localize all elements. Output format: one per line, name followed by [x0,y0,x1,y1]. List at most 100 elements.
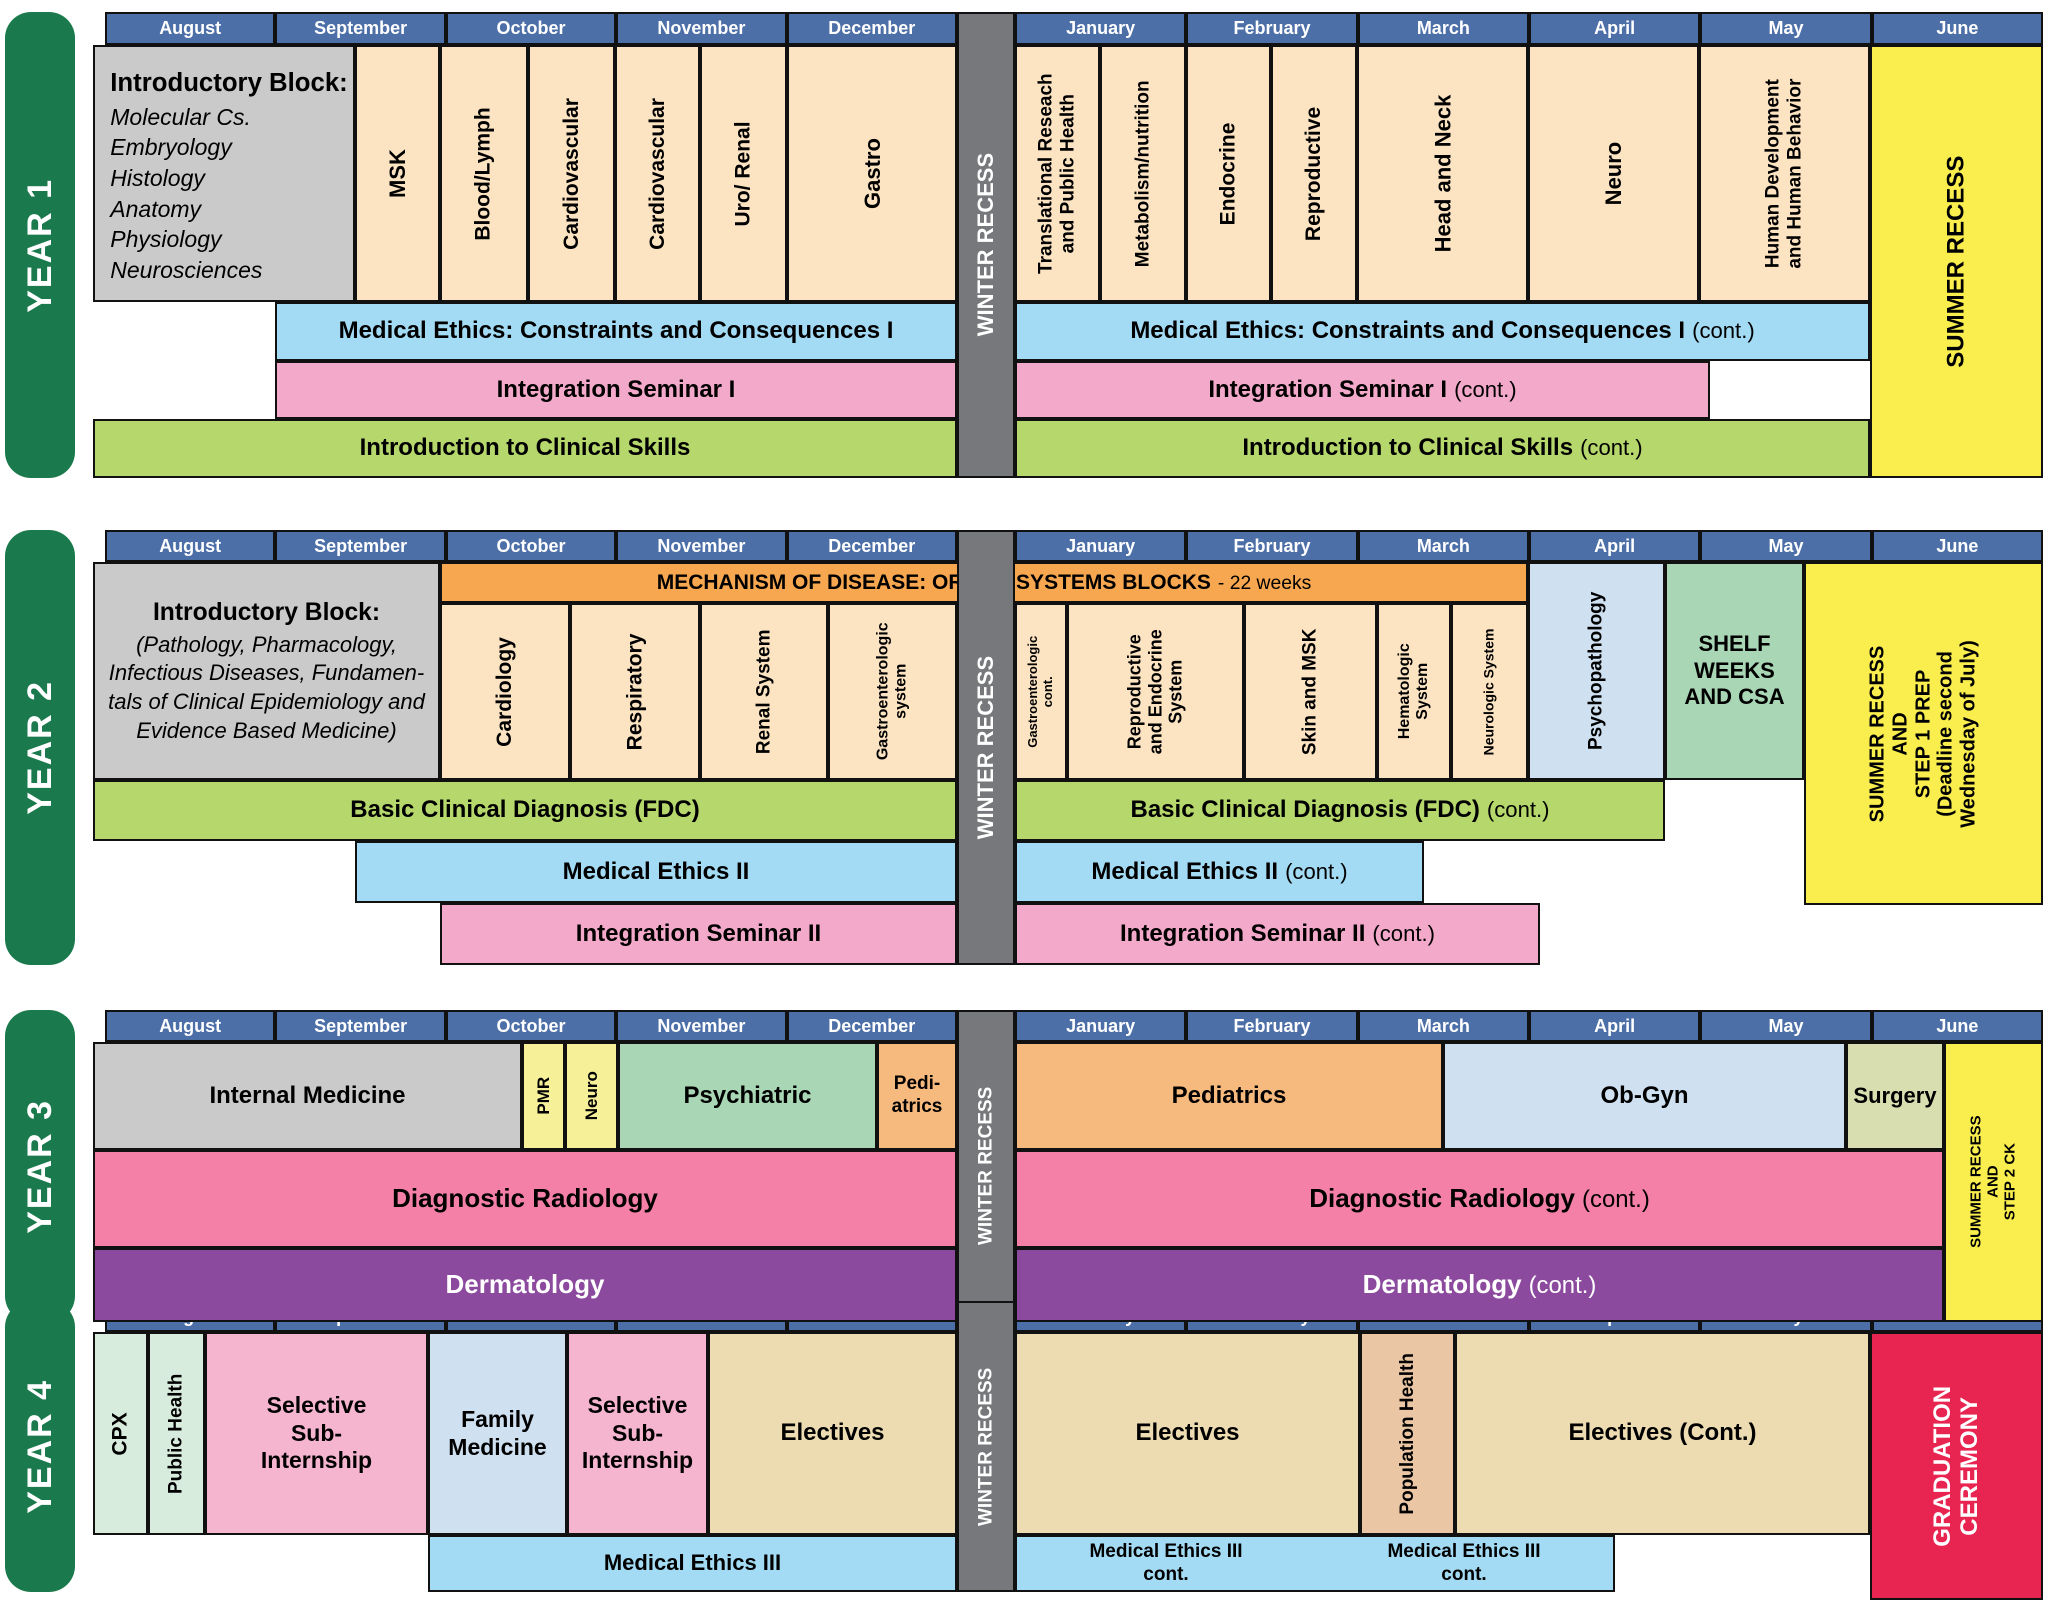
block-electives-dec: Electives [708,1332,957,1535]
month-header-october: October [445,1010,617,1042]
month-header-october: October [445,530,617,562]
label-line: Blood/Lymph [472,106,496,241]
label-line: Gastroenterologic [1025,635,1041,748]
block-electives-jan: Electives [1015,1332,1360,1535]
label-suffix: - 22 weeks [1217,572,1312,594]
label-line: Selective [587,1392,688,1419]
label-suffix: (cont.) [1454,376,1517,402]
label-line: Head and Neck [1429,94,1455,253]
month-label: January [1066,535,1136,556]
bar-integration-seminar-2-cont: Integration Seminar II (cont.) [1015,903,1540,965]
label-line: Sub- [290,1419,343,1446]
month-label: February [1233,535,1311,556]
bar-medical-ethics-2-cont: Medical Ethics II (cont.) [1015,841,1424,903]
label-line: Infectious Diseases, Fundamen- [108,660,425,686]
label-suffix: (cont.) [1372,920,1435,946]
month-header-november: November [616,12,787,45]
month-header-february: February [1186,530,1358,562]
label-line: Respiratory [623,633,647,750]
bar-basic-clinical-diagnosis: Basic Clinical Diagnosis (FDC) [93,780,957,841]
month-label: May [1768,535,1804,556]
label-line: Metabolism/nutrition [1132,80,1154,267]
label-line: Reproductive [1124,633,1145,750]
label-line: Molecular Cs. [110,103,251,130]
label-line: Basic Clinical Diagnosis (FDC) [1130,796,1480,824]
label-line: Pedi- [893,1073,941,1095]
block-neuro-clerkship: Neuro [565,1042,618,1150]
label-line: tals of Clinical Epidemiology and [108,689,425,715]
label-line: Introduction to Clinical Skills [1242,434,1574,462]
label-line: SUMMER RECESS [1967,1115,1985,1249]
label-line: MECHANISM OF DISEASE: ORGAN SYSTEMS BLOC… [656,570,1211,594]
label-line: SUMMER RECESS [1866,645,1889,822]
intro-block-title: Introductory Block: [110,68,348,97]
block-ob-gyn: Ob-Gyn [1443,1042,1846,1150]
year-pill-label: YEAR 4 [20,1379,59,1514]
block-surgery: Surgery [1846,1042,1944,1150]
label-line: Internship [260,1447,373,1474]
block-gastro: Gastro [787,45,957,302]
introductory-block-year2: Introductory Block: (Pathology, Pharmacol… [93,562,440,780]
block-selective-sub-internship-1: Selective Sub- Internship [205,1332,428,1535]
month-header-august: August [105,12,276,45]
month-label: August [159,1015,222,1036]
year-2-pill: YEAR 2 [5,530,75,965]
label-line: SUMMER RECESS [1942,155,1970,368]
year-pill-label: YEAR 2 [20,680,59,815]
block-selective-sub-internship-2: Selective Sub- Internship [567,1332,708,1535]
bar-dermatology: Dermatology [93,1248,957,1322]
label-line: Dermatology [1362,1269,1522,1300]
month-label: October [496,1015,566,1036]
label-line: Neurologic System [1480,628,1497,755]
block-translational-research-public-health: Translational Reseach and Public Health [1015,45,1100,302]
label-line: Cardiovascular [645,97,669,250]
label-suffix: (cont.) [1582,1186,1650,1214]
label-line: SHELF [1698,631,1771,657]
block-respiratory: Respiratory [570,603,700,780]
month-header-august: August [105,530,276,562]
block-uro-renal: Uro/ Renal [700,45,787,302]
label-line: Neuro [1600,141,1626,206]
month-header-september: September [275,12,446,45]
label-line: Medicine [448,1433,547,1460]
label-line: AND [1889,711,1912,756]
block-public-health: Public Health [148,1332,205,1535]
year-pill-label: YEAR 1 [20,177,59,313]
label-line: and Endocrine [1145,628,1166,754]
label-line: Cardiology [493,636,517,747]
bar-intro-clinical-skills-cont: Introduction to Clinical Skills (cont.) [1015,419,1870,478]
block-internal-medicine: Internal Medicine [93,1042,522,1150]
bar-medical-ethics-2: Medical Ethics II [355,841,957,903]
block-cpx: CPX [93,1332,148,1535]
label-line: Medical Ethics III [1387,1540,1541,1562]
month-label: October [496,535,566,556]
label-line: Translational Reseach [1035,73,1057,274]
label-line: Ob-Gyn [1600,1081,1689,1109]
label-line: Gastroenterologic [874,622,892,761]
block-psychiatric: Psychiatric [618,1042,877,1150]
label-line: Human Development [1762,79,1784,268]
month-label: November [657,1015,746,1036]
label-line: and Human Behavior [1784,78,1806,269]
month-header-january: January [1015,530,1187,562]
month-label: April [1594,535,1636,556]
label-line: CPX [108,1411,132,1456]
month-header-august: August [105,1010,276,1042]
label-line: Diagnostic Radiology [392,1183,658,1214]
bar-integration-seminar-1-cont: Integration Seminar I (cont.) [1015,361,1710,419]
label-suffix: (cont.) [1486,797,1550,823]
label-line: WINTER RECESS [973,655,999,840]
label-line: Electives [780,1419,885,1447]
label-line: Medical Ethics II [562,857,750,885]
label-line: STEP 1 PREP [1912,669,1935,798]
month-header-october: October [445,12,617,45]
block-neuro: Neuro [1528,45,1699,302]
block-neurologic-system: Neurologic System [1451,603,1528,780]
label-line: WINTER RECESS [973,153,999,337]
label-line: Cardiovascular [559,97,583,250]
block-population-health: Population Health [1360,1332,1455,1535]
bar-integration-seminar-2: Integration Seminar II [440,903,957,965]
block-graduation-ceremony: GRADUATION CEREMONY [1870,1332,2043,1600]
month-header-march: March [1357,12,1529,45]
label-line: Uro/ Renal [731,120,755,227]
